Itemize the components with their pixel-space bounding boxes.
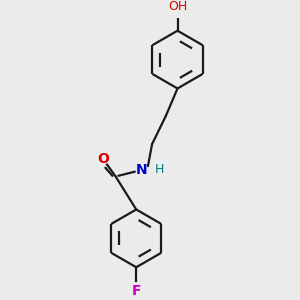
Text: F: F [131,284,141,298]
Text: N: N [136,163,148,177]
Text: OH: OH [168,0,187,13]
Text: H: H [155,163,164,176]
Text: O: O [97,152,109,166]
